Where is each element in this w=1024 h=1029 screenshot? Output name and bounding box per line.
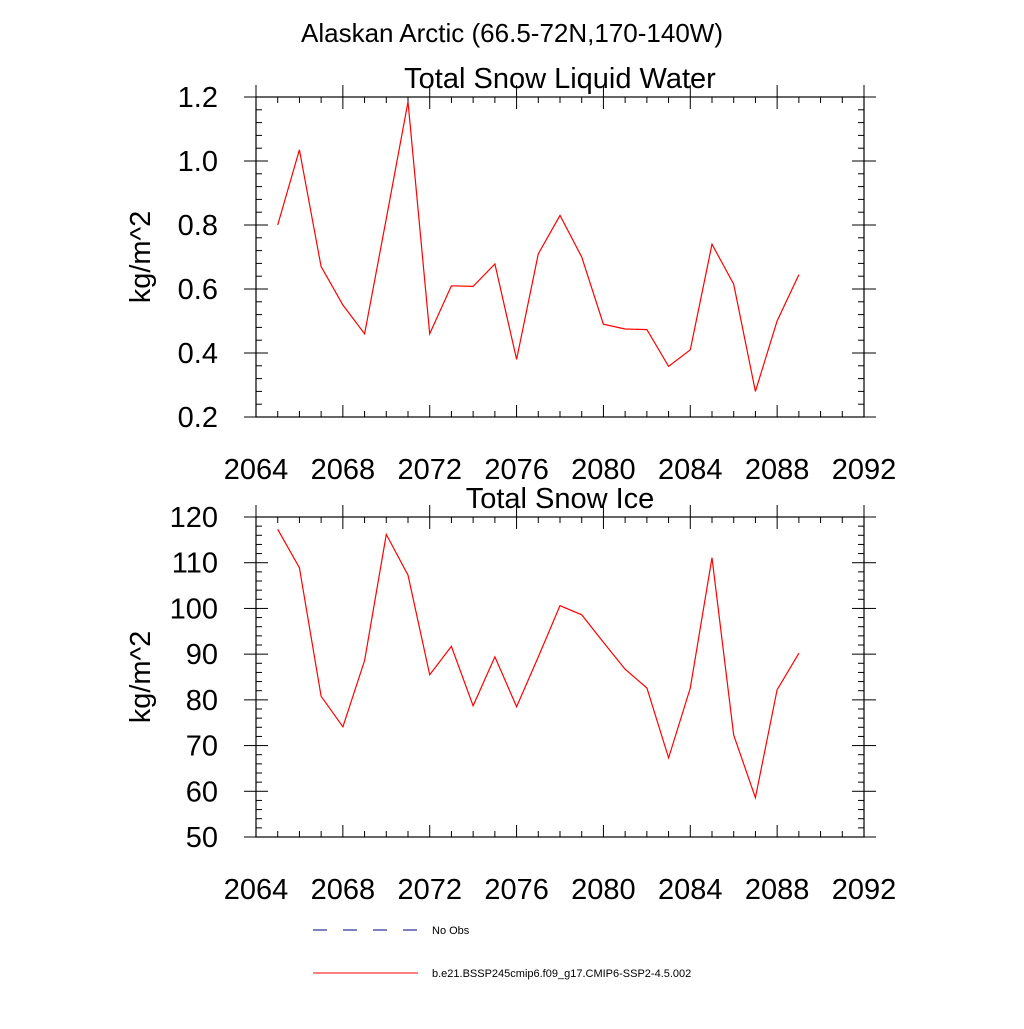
y-tick-label: 1.0 xyxy=(178,146,218,178)
x-tick-label: 2076 xyxy=(484,454,549,486)
x-tick-label: 2064 xyxy=(224,874,289,906)
panel-title: Total Snow Ice xyxy=(466,483,655,515)
x-tick-label: 2084 xyxy=(658,874,723,906)
x-tick-label: 2088 xyxy=(745,454,810,486)
plot-frame xyxy=(255,96,865,418)
legend-label-1: No Obs xyxy=(432,925,470,937)
y-tick-label: 0.2 xyxy=(178,402,218,434)
y-tick-label: 110 xyxy=(172,548,218,580)
x-tick-label: 2080 xyxy=(571,874,636,906)
x-tick-label: 2068 xyxy=(311,874,376,906)
x-tick-label: 2072 xyxy=(397,454,462,486)
y-tick-label: 1.2 xyxy=(178,82,218,114)
y-tick-label: 70 xyxy=(186,731,218,763)
y-tick-label: 50 xyxy=(186,822,218,854)
y-tick-label: 120 xyxy=(170,502,218,534)
chart-panel-2: Total Snow Ice kg/m^2 2064 2068 2072 2076 2080… xyxy=(125,483,896,906)
chart-panel-1: Total Snow Liquid Water kg/m^2 2064 2068 207… xyxy=(125,63,896,486)
series-line-1 xyxy=(277,101,800,392)
y-tick-label: 90 xyxy=(186,639,218,671)
y-tick-label: 0.4 xyxy=(178,338,218,370)
x-tick-label: 2076 xyxy=(484,874,549,906)
x-tick-label: 2084 xyxy=(658,454,723,486)
x-tick-label: 2068 xyxy=(311,454,376,486)
panel-title: Total Snow Liquid Water xyxy=(404,63,716,95)
y-axis-label: kg/m^2 xyxy=(125,211,157,304)
y-tick-label: 100 xyxy=(170,593,218,625)
x-tick-label: 2092 xyxy=(832,874,897,906)
y-axis-label: kg/m^2 xyxy=(125,631,157,724)
y-tick-label: 0.6 xyxy=(178,274,218,306)
x-tick-label: 2064 xyxy=(224,454,289,486)
y-tick-label: 80 xyxy=(186,685,218,717)
x-tick-label: 2092 xyxy=(832,454,897,486)
legend-label-2: b.e21.BSSP245cmip6.f09_g17.CMIP6-SSP2-4.… xyxy=(432,968,691,980)
x-tick-label: 2080 xyxy=(571,454,636,486)
y-tick-label: 0.8 xyxy=(178,210,218,242)
x-tick-label: 2072 xyxy=(397,874,462,906)
figure-title: Alaskan Arctic (66.5-72N,170-140W) xyxy=(301,18,723,48)
legend: No Obs b.e21.BSSP245cmip6.f09_g17.CMIP6-S… xyxy=(313,925,691,980)
y-tick-label: 60 xyxy=(186,776,218,808)
x-tick-label: 2088 xyxy=(745,874,810,906)
plot-frame xyxy=(255,516,865,838)
series-line-1 xyxy=(277,529,800,800)
panels: Total Snow Liquid Water kg/m^2 2064 2068 207… xyxy=(125,63,896,906)
